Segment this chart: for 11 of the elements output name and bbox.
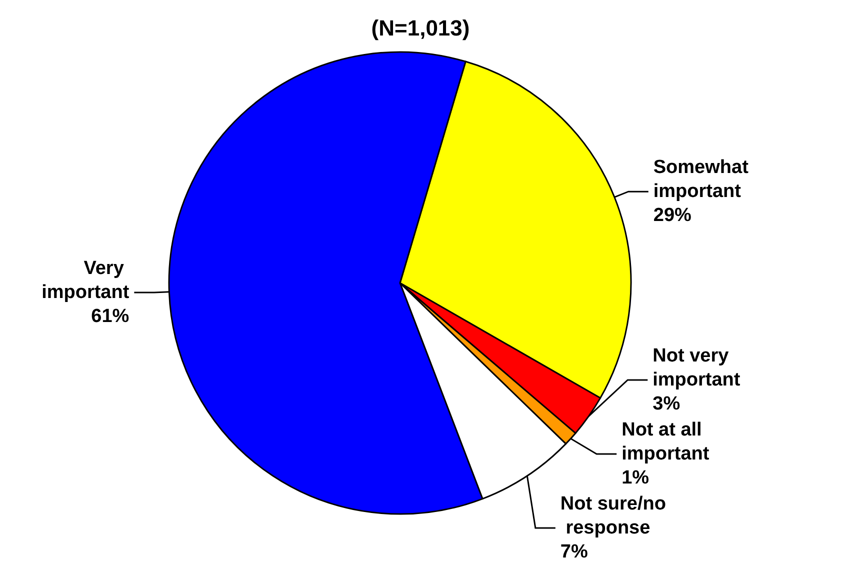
data-label: 61% (91, 306, 130, 327)
slice-label: Somewhat important (653, 157, 754, 202)
data-label: 7% (560, 542, 588, 562)
slice-label: Not at all important (622, 420, 710, 464)
slice-label: Not sure/no response (560, 494, 666, 538)
data-label: 29% (653, 205, 692, 226)
slice-label: Very important (42, 258, 130, 303)
slice-label: Not very important (652, 346, 741, 390)
data-label: 3% (652, 394, 680, 414)
chart-title: (N=1,013) (371, 16, 470, 40)
data-label: 1% (622, 468, 650, 488)
